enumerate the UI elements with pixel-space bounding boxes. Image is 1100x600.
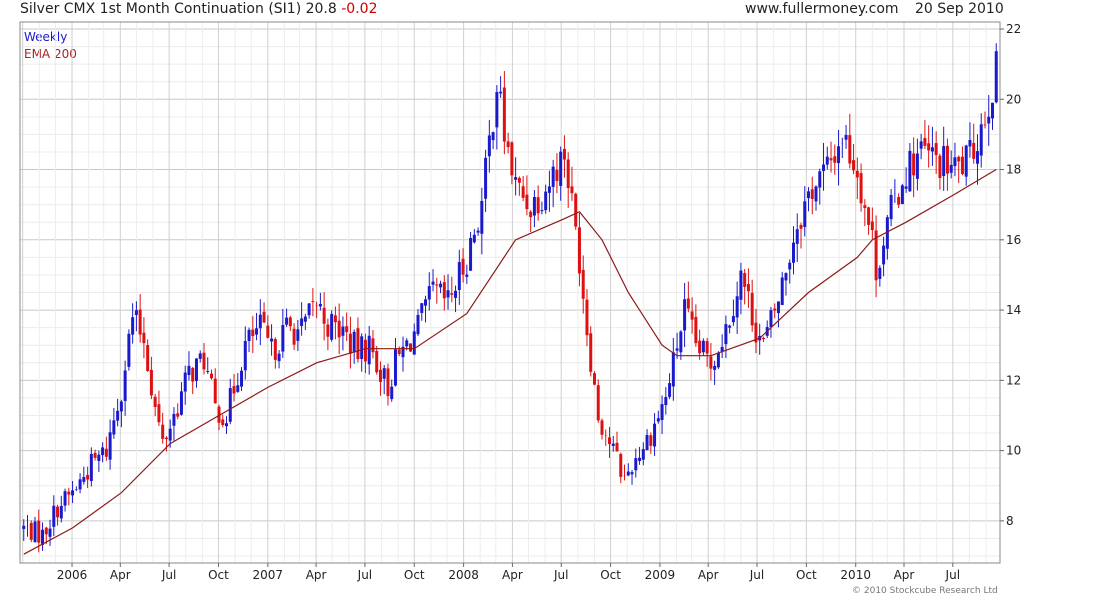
x-tick-label: Apr bbox=[502, 568, 523, 582]
y-tick-label: 8 bbox=[1006, 514, 1014, 528]
ema-layer bbox=[23, 168, 997, 555]
title-text: Silver CMX 1st Month Continuation (SI1) … bbox=[20, 1, 337, 17]
copyright: © 2010 Stockcube Research Ltd bbox=[852, 586, 998, 596]
x-tick-label: Oct bbox=[208, 568, 229, 582]
x-tick-label: Oct bbox=[404, 568, 425, 582]
x-tick-label: 2010 bbox=[840, 568, 871, 582]
x-tick-label: Oct bbox=[600, 568, 621, 582]
legend-ema: EMA 200 bbox=[24, 47, 77, 61]
x-tick-label: Jul bbox=[749, 568, 764, 582]
legend-weekly: Weekly bbox=[24, 30, 68, 44]
y-tick-label: 16 bbox=[1006, 233, 1021, 247]
x-tick-label: 2006 bbox=[57, 568, 88, 582]
x-tick-label: Apr bbox=[894, 568, 915, 582]
y-tick-label: 14 bbox=[1006, 303, 1021, 317]
plot-frame bbox=[19, 21, 1001, 564]
title-change: -0.02 bbox=[341, 1, 378, 17]
x-tick-label: Jul bbox=[357, 568, 372, 582]
grid bbox=[20, 22, 1000, 563]
y-tick-label: 18 bbox=[1006, 163, 1021, 177]
x-tick-label: Oct bbox=[796, 568, 817, 582]
y-tick-label: 20 bbox=[1006, 92, 1021, 106]
x-tick-label: 2008 bbox=[448, 568, 479, 582]
y-tick-label: 10 bbox=[1006, 444, 1021, 458]
ema-200-line bbox=[23, 168, 997, 555]
x-tick-labels: 2006 Apr Jul Oct 2007 Apr Jul Oct 2008 Apr Jul Oct 2… bbox=[57, 563, 960, 582]
x-tick-label: Apr bbox=[698, 568, 719, 582]
candles bbox=[22, 43, 998, 553]
y-tick-label: 12 bbox=[1006, 373, 1021, 387]
chart-date: 20 Sep 2010 bbox=[915, 1, 1004, 17]
x-tick-label: 2007 bbox=[253, 568, 284, 582]
chart-title: Silver CMX 1st Month Continuation (SI1) … bbox=[20, 1, 377, 17]
x-tick-label: Apr bbox=[306, 568, 327, 582]
axes bbox=[19, 21, 1001, 564]
x-tick-label: Jul bbox=[945, 568, 960, 582]
x-tick-label: Jul bbox=[553, 568, 568, 582]
y-tick-label: 22 bbox=[1006, 22, 1021, 36]
x-tick-label: Jul bbox=[161, 568, 176, 582]
site-url: www.fullermoney.com bbox=[745, 1, 899, 17]
y-tick-labels: 8 10 12 14 16 18 20 22 bbox=[1000, 22, 1021, 528]
x-tick-label: 2009 bbox=[645, 568, 676, 582]
x-tick-label: Apr bbox=[110, 568, 131, 582]
